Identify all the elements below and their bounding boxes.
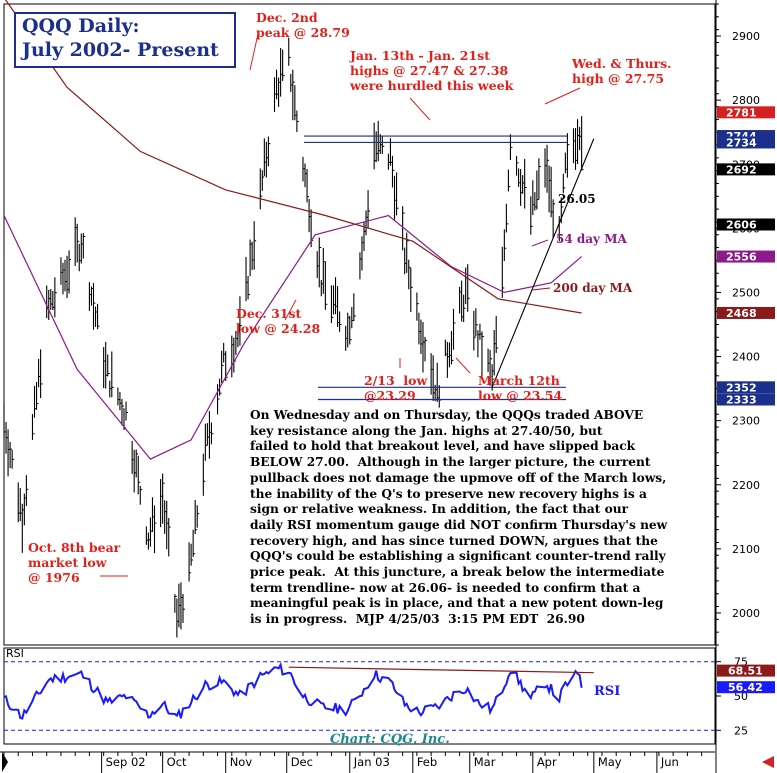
- chart-credit: Chart: CQG, Inc.: [330, 732, 450, 747]
- price-tick-label: 2300: [732, 415, 760, 428]
- annotation-pointer: [409, 97, 431, 121]
- month-tick-label: Jan 03: [353, 755, 390, 769]
- month-tick-label: Mar: [474, 755, 496, 769]
- chart-title-line2: July 2002- Present: [22, 39, 219, 61]
- price-tag-bg: [717, 381, 775, 394]
- annotation-dec31-low: Dec. 31st low @ 24.28: [236, 306, 321, 336]
- ma54-label: 54 day MA: [556, 232, 627, 246]
- price-tag-bg: [717, 393, 775, 406]
- ma54-line: [3, 214, 582, 460]
- price-tag-bg: [717, 218, 775, 231]
- trendline: [491, 138, 595, 388]
- price-tag-bg: [717, 163, 775, 176]
- rsi-panel-title: RSI: [6, 647, 24, 660]
- annotation-march12-low: March 12th low @ 23.54: [478, 373, 563, 403]
- trendline-value-label: 26.05: [558, 192, 596, 206]
- price-tick-label: 2000: [732, 607, 760, 620]
- month-tick-label: Feb: [417, 755, 437, 769]
- rsi-tag-bg: [717, 664, 775, 677]
- price-panel-frame: [3, 3, 716, 646]
- price-tick-label: 2200: [732, 479, 760, 492]
- price-tick-label: 2800: [732, 94, 760, 107]
- annotation-jan-highs: Jan. 13th - Jan. 21st highs @ 27.47 & 27…: [350, 48, 514, 93]
- price-tag-label: 2352: [726, 381, 757, 394]
- price-tag-label: 2734: [726, 136, 757, 149]
- rsi-panel-frame: [3, 647, 716, 745]
- price-tick-label: 2500: [732, 286, 760, 299]
- price-tag-label: 2606: [726, 219, 757, 232]
- ma54-pointer: [531, 239, 549, 247]
- month-tick-label: May: [598, 755, 622, 769]
- chart-title-box: QQQ Daily: July 2002- Present: [14, 12, 236, 68]
- price-tag-label: 2468: [726, 307, 757, 320]
- rsi-tag-label: 68.51: [728, 665, 763, 678]
- annotation-wed-thurs-high: Wed. & Thurs. high @ 27.75: [572, 56, 672, 86]
- rsi-divergence-line: [288, 666, 594, 674]
- annotation-dec2-peak: Dec. 2nd peak @ 28.79: [256, 10, 350, 40]
- rsi-line: [3, 661, 583, 720]
- scroll-left-arrow: [2, 752, 8, 772]
- month-tick-label: Jun: [660, 755, 679, 769]
- rsi-tag-bg: [717, 681, 775, 694]
- price-tag-label: 2556: [726, 251, 757, 264]
- price-tick-label: 2100: [732, 543, 760, 556]
- month-tick-label: Nov: [230, 755, 253, 769]
- annotation-pointer: [455, 357, 471, 374]
- ma200-label: 200 day MA: [553, 281, 633, 295]
- analyst-commentary: On Wednesday and on Thursday, the QQQs t…: [250, 408, 668, 627]
- rsi-tick-label: 25: [734, 724, 748, 737]
- annotation-pointer: [284, 299, 297, 321]
- rsi-tag-label: 56.42: [728, 681, 763, 694]
- month-tick-label: Dec: [291, 755, 313, 769]
- price-tag-label: 2781: [726, 106, 757, 119]
- price-tick-label: 2400: [732, 351, 760, 364]
- chart-title-line1: QQQ Daily:: [22, 15, 140, 37]
- rsi-tick-label: 50: [734, 690, 748, 703]
- scroll-right-arrow: [762, 756, 774, 768]
- ma200-line: [4, 0, 582, 314]
- ohlc-bars-group: [3, 37, 584, 638]
- price-tag-bg: [717, 250, 775, 263]
- month-tick-label: Sep 02: [106, 755, 146, 769]
- price-tag-label: 2692: [726, 163, 757, 176]
- annotation-pointer: [249, 33, 259, 71]
- annotation-oct8-low: Oct. 8th bear market low @ 1976: [28, 540, 121, 585]
- price-tick-label: 2900: [732, 30, 760, 43]
- ma200-pointer: [531, 287, 551, 291]
- month-tick-label: Apr: [537, 755, 557, 769]
- rsi-label: RSI: [594, 684, 621, 699]
- month-tick-label: Oct: [167, 755, 187, 769]
- annotation-feb13-low: 2/13 low @23.29: [364, 373, 428, 403]
- price-tag-bg: [717, 136, 775, 149]
- price-tag-bg: [717, 306, 775, 319]
- annotation-pointer: [544, 87, 581, 105]
- price-tag-label: 2333: [726, 393, 757, 406]
- price-tag-bg: [717, 106, 775, 119]
